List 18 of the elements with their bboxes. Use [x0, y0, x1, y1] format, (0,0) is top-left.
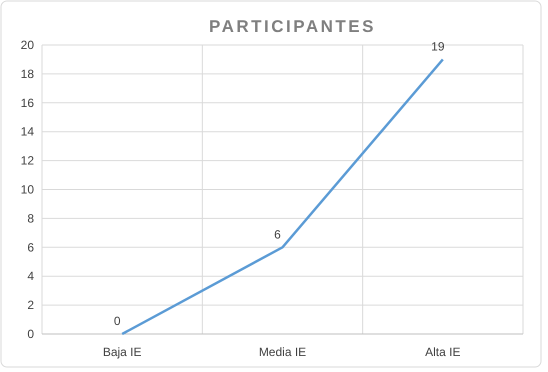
- x-tick-label: Alta IE: [425, 345, 461, 359]
- y-tick-label: 20: [20, 38, 34, 52]
- y-tick-label: 2: [27, 298, 34, 312]
- data-label: 19: [431, 39, 445, 54]
- y-tick-label: 16: [20, 96, 34, 110]
- y-tick-label: 18: [20, 66, 34, 81]
- y-tick-label: 6: [27, 240, 34, 254]
- y-tick-label: 12: [20, 154, 34, 168]
- y-tick-label: 10: [20, 182, 34, 196]
- y-tick-label: 4: [27, 269, 34, 284]
- x-tick-label: Media IE: [258, 345, 306, 359]
- x-tick-label: Baja IE: [102, 345, 142, 359]
- data-label: 0: [114, 314, 121, 328]
- y-tick-label: 8: [27, 211, 34, 226]
- y-tick-label: 14: [20, 124, 34, 139]
- chart-title: PARTICIPANTES: [209, 17, 376, 36]
- y-tick-label: 0: [27, 327, 34, 341]
- data-label: 6: [274, 227, 282, 242]
